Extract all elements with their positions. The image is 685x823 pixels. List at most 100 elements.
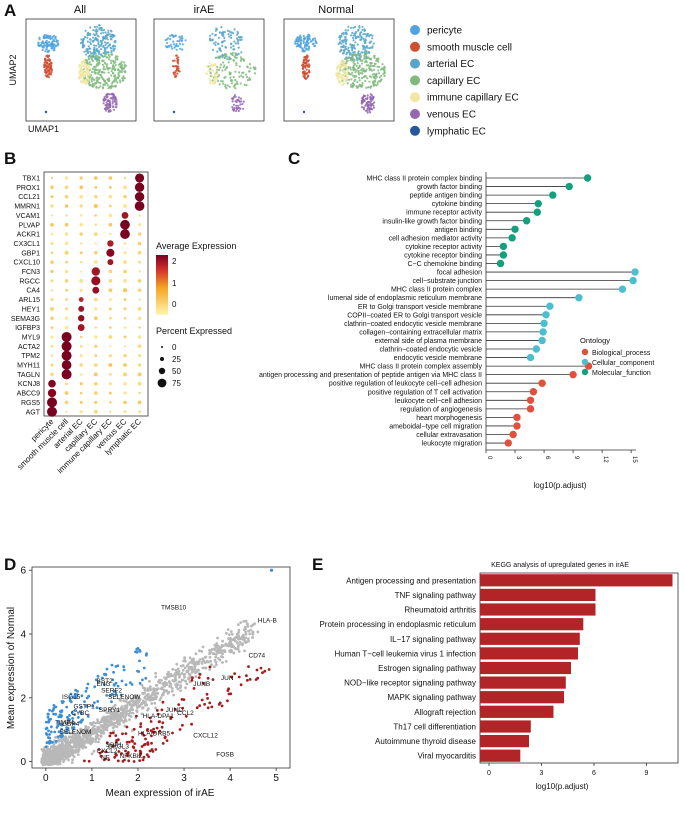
scatter-point-ns (183, 675, 187, 679)
umap-point (110, 93, 113, 96)
umap-point (371, 64, 374, 68)
go-term-label: ameboidal−type cell migration (389, 423, 482, 430)
dotplot-dot (64, 316, 69, 321)
umap-point (312, 42, 315, 45)
kegg-title: KEGG analysis of upregulated genes in ir… (491, 562, 629, 569)
umap-point (357, 66, 361, 69)
dotplot-dot (61, 341, 72, 352)
umap-point (359, 59, 362, 62)
scatter-point-ns (115, 725, 119, 729)
umap-point (343, 70, 346, 73)
panel-label-d: D (4, 555, 16, 574)
scatter-point-ns (200, 650, 204, 653)
umap-point (106, 63, 109, 66)
umap-x-label: UMAP1 (28, 124, 59, 134)
umap-point (109, 47, 113, 50)
scatter-point-ns (70, 761, 74, 764)
dotplot-dot (120, 219, 130, 230)
scatter-point-ns (84, 737, 88, 740)
legend-dot-smooth-muscle-cell (410, 41, 420, 52)
scatter-point-ns (91, 737, 94, 740)
umap-point (368, 57, 371, 60)
scatter-point-ns (194, 652, 198, 656)
dotplot-gene-label: CCL21 (18, 194, 40, 201)
umap-point (104, 106, 108, 110)
dotplot-dot (94, 344, 98, 348)
scatter-point-up (206, 706, 210, 710)
umap-point (383, 65, 386, 68)
umap-point (214, 34, 217, 37)
umap-point (86, 62, 89, 65)
umap-point (222, 35, 225, 38)
scatter-point-ns (102, 731, 106, 735)
dotplot-dot (93, 316, 98, 321)
go-term-dot (499, 242, 508, 251)
umap-point (212, 42, 215, 45)
dotplot-dot (65, 382, 69, 386)
scatter-gene-label: JUND (166, 707, 184, 714)
scatter-point-up (117, 750, 121, 753)
umap-point (181, 37, 184, 40)
umap-point (114, 85, 117, 88)
umap-point (78, 77, 81, 80)
scatter-point-ns (148, 679, 151, 683)
panel-label-c: C (288, 149, 300, 168)
umap-point (302, 64, 305, 67)
scatter-point-up (248, 678, 252, 681)
go-term-dot (538, 379, 546, 387)
scatter-point-ns (251, 636, 255, 639)
umap-point (215, 73, 219, 76)
umap-point (230, 97, 234, 100)
scatter-point-ns (98, 730, 101, 733)
umap-point (104, 98, 107, 101)
umap-point (107, 29, 110, 32)
scatter-point-ns (72, 751, 76, 754)
umap-point (86, 72, 89, 75)
umap-point (361, 98, 364, 101)
scatter-point-down (74, 696, 78, 699)
umap-point (344, 45, 347, 48)
umap-point (234, 42, 238, 45)
umap-point (362, 37, 365, 41)
umap-point (380, 74, 383, 77)
scatter-point-ns (117, 717, 120, 721)
umap-point (105, 93, 108, 97)
dotplot-dot (94, 186, 98, 189)
scatter-point-ns (175, 685, 178, 689)
umap-point (236, 40, 240, 43)
scatter-point-down (135, 647, 139, 651)
umap-point (367, 86, 370, 89)
dotplot-dot (108, 382, 112, 386)
dotplot-dot (123, 194, 127, 199)
umap-point (44, 57, 47, 61)
umap-point (370, 69, 374, 72)
legend-label-capillary-ec: capillary EC (427, 76, 480, 87)
umap-point (294, 42, 297, 45)
umap-title-iraE: irAE (194, 4, 215, 16)
umap-point (336, 64, 340, 67)
scatter-point-ns (224, 660, 228, 663)
scatter-point-up (263, 669, 267, 673)
dotplot-dot (123, 381, 127, 386)
umap-point (354, 37, 357, 40)
go-term-label: cellular extravasation (416, 432, 482, 439)
scatter-y-tick-label: 4 (20, 630, 26, 641)
umap-point (209, 68, 212, 71)
umap-point (248, 78, 252, 81)
umap-point (344, 29, 347, 32)
dotplot-dot (123, 316, 127, 320)
scatter-point-ns (236, 623, 240, 627)
dotplot-dot (123, 391, 127, 395)
umap-point (229, 34, 233, 37)
umap-point (218, 48, 221, 52)
dotplot-dot (93, 232, 98, 236)
umap-point (52, 49, 55, 52)
dotplot-dot (108, 391, 112, 395)
umap-point (112, 49, 115, 52)
go-term-label: leukocyte migration (422, 441, 482, 448)
scatter-point-ns (202, 659, 206, 663)
scatter-point-ns (247, 629, 250, 633)
scatter-x-tick-label: 4 (227, 773, 233, 784)
scatter-y-tick-label: 2 (20, 693, 26, 704)
dotplot-dot (109, 232, 112, 236)
